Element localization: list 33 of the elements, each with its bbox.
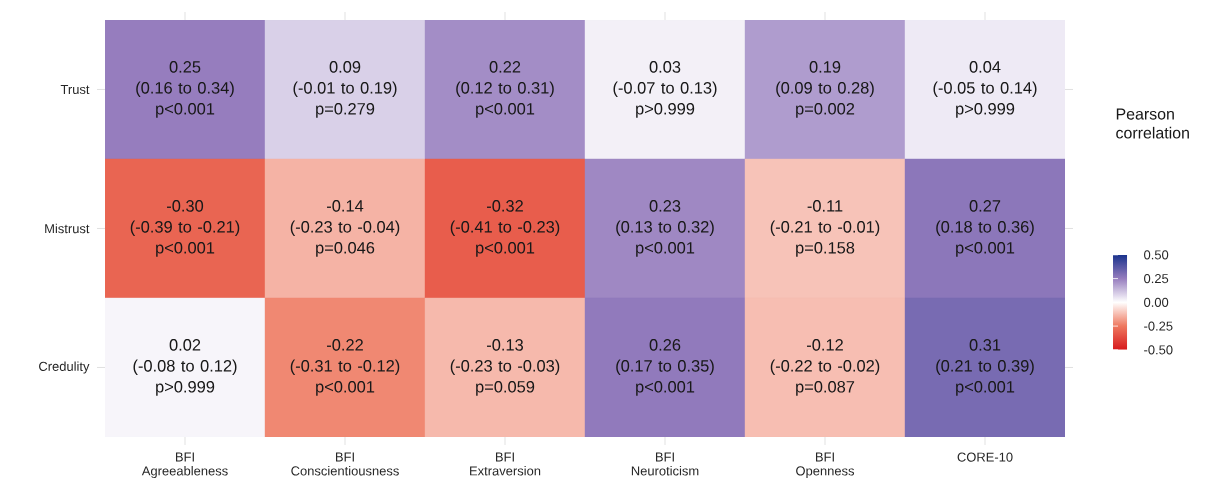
x-tick-label: BFI Extraversion	[470, 452, 541, 476]
data-label: 0.19 (0.09 to 0.28) p=0.002	[776, 61, 874, 118]
data-label: 0.23 (0.13 to 0.32) p<0.001	[616, 200, 714, 257]
x-tick-label: BFI Conscientiousness	[291, 452, 399, 476]
color-bar-label: -0.25	[1144, 321, 1173, 331]
data-label: 0.09 (-0.01 to 0.19) p=0.279	[293, 61, 397, 118]
data-label: 0.27 (0.18 to 0.36) p<0.001	[936, 200, 1034, 257]
y-tick-label: Credulity	[39, 361, 90, 374]
data-label: 0.03 (-0.07 to 0.13) p>0.999	[613, 61, 717, 118]
data-label: -0.22 (-0.31 to -0.12) p<0.001	[290, 339, 400, 396]
data-label: 0.25 (0.16 to 0.34) p<0.001	[136, 61, 234, 118]
x-tick-label: BFI Openness	[796, 452, 855, 479]
y-tick-label: Trust	[60, 84, 90, 95]
data-label: -0.13 (-0.23 to -0.03) p=0.059	[450, 339, 560, 396]
data-label: -0.32 (-0.41 to -0.23) p<0.001	[450, 200, 560, 257]
data-label: 0.31 (0.21 to 0.39) p<0.001	[936, 339, 1034, 396]
data-label: 0.04 (-0.05 to 0.14) p>0.999	[933, 61, 1037, 118]
data-label: -0.30 (-0.39 to -0.21) p<0.001	[130, 200, 240, 257]
y-tick-label: Mistrust	[45, 223, 90, 234]
data-label: 0.22 (0.12 to 0.31) p<0.001	[456, 61, 554, 118]
data-label: -0.14 (-0.23 to -0.04) p=0.046	[290, 200, 400, 257]
data-label: -0.11 (-0.21 to -0.01) p=0.158	[770, 200, 880, 257]
x-tick-label: BFI Agreeableness	[141, 452, 228, 479]
data-label: 0.26 (0.17 to 0.35) p<0.001	[616, 339, 714, 396]
color-bar-label: 0.00	[1144, 297, 1169, 307]
color-bar-title: Pearson correlation	[1116, 108, 1189, 139]
x-tick-label: BFI Neuroticism	[631, 452, 699, 476]
color-bar-label: -0.50	[1144, 345, 1173, 355]
color-bar-label: 0.50	[1144, 250, 1169, 260]
color-bar-label: 0.25	[1144, 273, 1169, 284]
data-label: 0.02 (-0.08 to 0.12) p>0.999	[133, 339, 237, 396]
data-label: -0.12 (-0.22 to -0.02) p=0.087	[770, 339, 880, 396]
x-tick-label: CORE-10	[957, 452, 1013, 462]
